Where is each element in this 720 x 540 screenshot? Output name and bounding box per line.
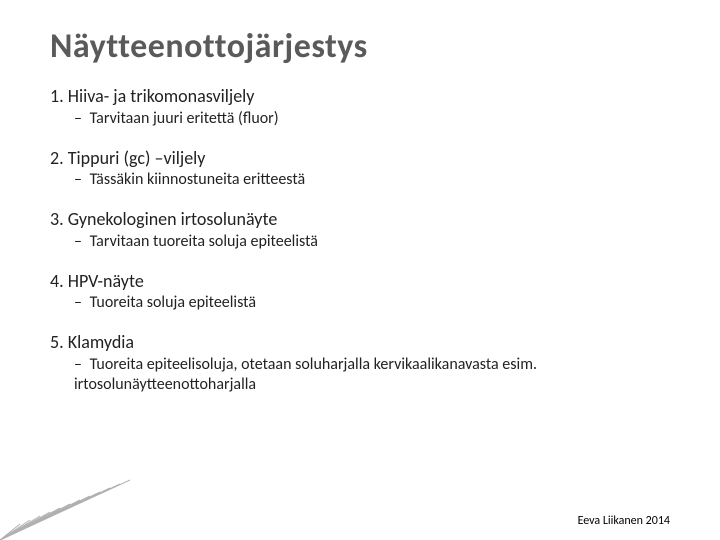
list-item: 2. Tippuri (gc) –viljely – Tässäkin kiin… (50, 147, 670, 191)
list-item: 3. Gynekologinen irtosolunäyte – Tarvita… (50, 208, 670, 252)
item-number: 5. (50, 331, 64, 353)
item-sub: – Tarvitaan tuoreita soluja epiteelistä (50, 232, 670, 252)
item-sub-text: Tuoreita epiteelisoluja, otetaan soluhar… (74, 355, 537, 394)
bullet-dash: – (74, 232, 86, 252)
footer-text: Eeva Liikanen 2014 (578, 514, 670, 528)
bullet-dash: – (74, 355, 86, 375)
item-title: 2. Tippuri (gc) –viljely (50, 147, 670, 170)
item-sub-text: Tarvitaan tuoreita soluja epiteelistä (90, 232, 318, 251)
item-sub: – Tässäkin kiinnostuneita eritteestä (50, 170, 670, 190)
item-title: 1. Hiiva- ja trikomonasviljely (50, 85, 670, 108)
item-label: Hiiva- ja trikomonasviljely (68, 85, 255, 107)
bullet-dash: – (74, 109, 86, 129)
item-sub: – Tarvitaan juuri eritettä (fluor) (50, 109, 670, 129)
list-item: 5. Klamydia – Tuoreita epiteelisoluja, o… (50, 331, 670, 395)
list-item: 4. HPV-näyte – Tuoreita soluja epiteelis… (50, 270, 670, 314)
corner-decoration (0, 470, 150, 540)
item-label: Gynekologinen irtosolunäyte (68, 208, 278, 230)
list-item: 1. Hiiva- ja trikomonasviljely – Tarvita… (50, 85, 670, 129)
item-sub: – Tuoreita epiteelisoluja, otetaan soluh… (50, 355, 670, 395)
item-title: 5. Klamydia (50, 331, 670, 354)
slide: Näytteenottojärjestys 1. Hiiva- ja triko… (0, 0, 720, 540)
item-number: 3. (50, 208, 64, 230)
item-sub-text: Tässäkin kiinnostuneita eritteestä (90, 170, 306, 189)
slide-title: Näytteenottojärjestys (50, 26, 670, 67)
item-sub: – Tuoreita soluja epiteelistä (50, 293, 670, 313)
item-number: 1. (50, 85, 64, 107)
item-label: Klamydia (68, 331, 134, 353)
item-label: HPV-näyte (68, 270, 144, 292)
item-sub-text: Tarvitaan juuri eritettä (fluor) (90, 109, 279, 128)
item-sub-text: Tuoreita soluja epiteelistä (90, 293, 256, 312)
item-title: 3. Gynekologinen irtosolunäyte (50, 208, 670, 231)
slide-body: 1. Hiiva- ja trikomonasviljely – Tarvita… (50, 85, 670, 395)
item-label: Tippuri (gc) –viljely (68, 147, 206, 169)
item-number: 4. (50, 270, 64, 292)
bullet-dash: – (74, 170, 86, 190)
item-title: 4. HPV-näyte (50, 270, 670, 293)
bullet-dash: – (74, 293, 86, 313)
item-number: 2. (50, 147, 64, 169)
